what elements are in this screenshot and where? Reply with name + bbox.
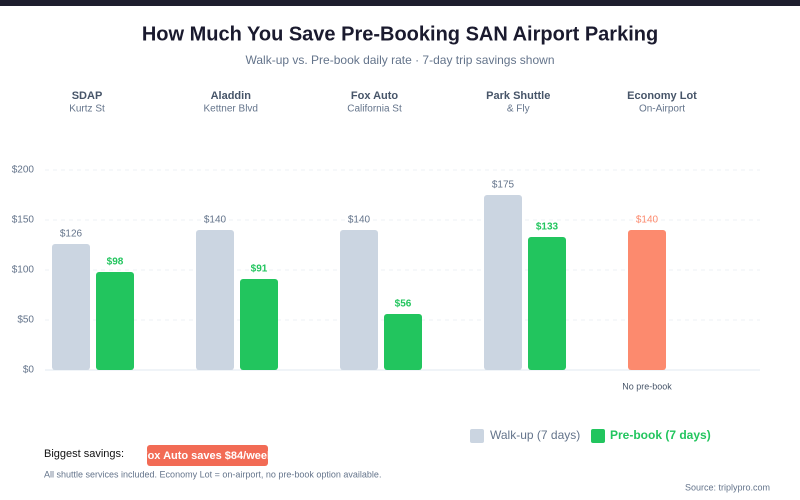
- bar: [96, 272, 134, 370]
- annotation: No pre-book: [622, 381, 672, 391]
- bar: [484, 195, 522, 370]
- category-name: SDAP: [72, 90, 103, 102]
- category-sub: California St: [347, 104, 402, 115]
- source: Source: triplypro.com: [685, 482, 770, 492]
- bar: [384, 314, 422, 370]
- chart-title: How Much You Save Pre-Booking SAN Airpor…: [142, 23, 658, 45]
- value-label: $140: [204, 215, 227, 226]
- legend-swatch: [591, 429, 605, 443]
- y-tick-label: $200: [12, 165, 35, 176]
- value-label: $140: [348, 215, 371, 226]
- bar: [340, 230, 378, 370]
- category-sub: On-Airport: [639, 104, 685, 115]
- y-tick-label: $150: [12, 215, 35, 226]
- value-label: $133: [536, 222, 559, 233]
- legend-label: Walk-up (7 days): [490, 428, 580, 442]
- bar: [628, 230, 666, 370]
- category-sub: Kettner Blvd: [204, 104, 258, 115]
- value-label: $140: [636, 215, 659, 226]
- value-label: $98: [107, 257, 124, 268]
- category-name: Fox Auto: [351, 90, 399, 102]
- y-tick-label: $100: [12, 265, 35, 276]
- value-label: $175: [492, 180, 515, 191]
- category-name: Aladdin: [211, 90, 252, 102]
- footnote: All shuttle services included. Economy L…: [44, 469, 381, 479]
- category-name: Park Shuttle: [486, 90, 550, 102]
- legend-swatch: [470, 429, 484, 443]
- savings-label: Biggest savings:: [44, 448, 124, 460]
- category-name: Economy Lot: [627, 90, 697, 102]
- bar: [196, 230, 234, 370]
- savings-badge: [147, 445, 268, 466]
- legend-label: Pre-book (7 days): [610, 428, 711, 442]
- top-bar: [0, 0, 800, 6]
- y-tick-label: $0: [23, 365, 35, 376]
- value-label: $56: [395, 299, 412, 310]
- legend: Walk-up (7 days) Pre-book (7 days): [470, 428, 711, 443]
- bar: [528, 237, 566, 370]
- chart-subtitle: Walk-up vs. Pre-book daily rate · 7-day …: [245, 53, 554, 67]
- category-sub: Kurtz St: [69, 104, 105, 115]
- value-label: $91: [251, 264, 268, 275]
- category-sub: & Fly: [507, 104, 530, 115]
- bar: [52, 244, 90, 370]
- value-label: $126: [60, 229, 83, 240]
- bar: [240, 279, 278, 370]
- savings-badge-text: Fox Auto saves $84/week: [141, 450, 274, 462]
- y-tick-label: $50: [17, 315, 34, 326]
